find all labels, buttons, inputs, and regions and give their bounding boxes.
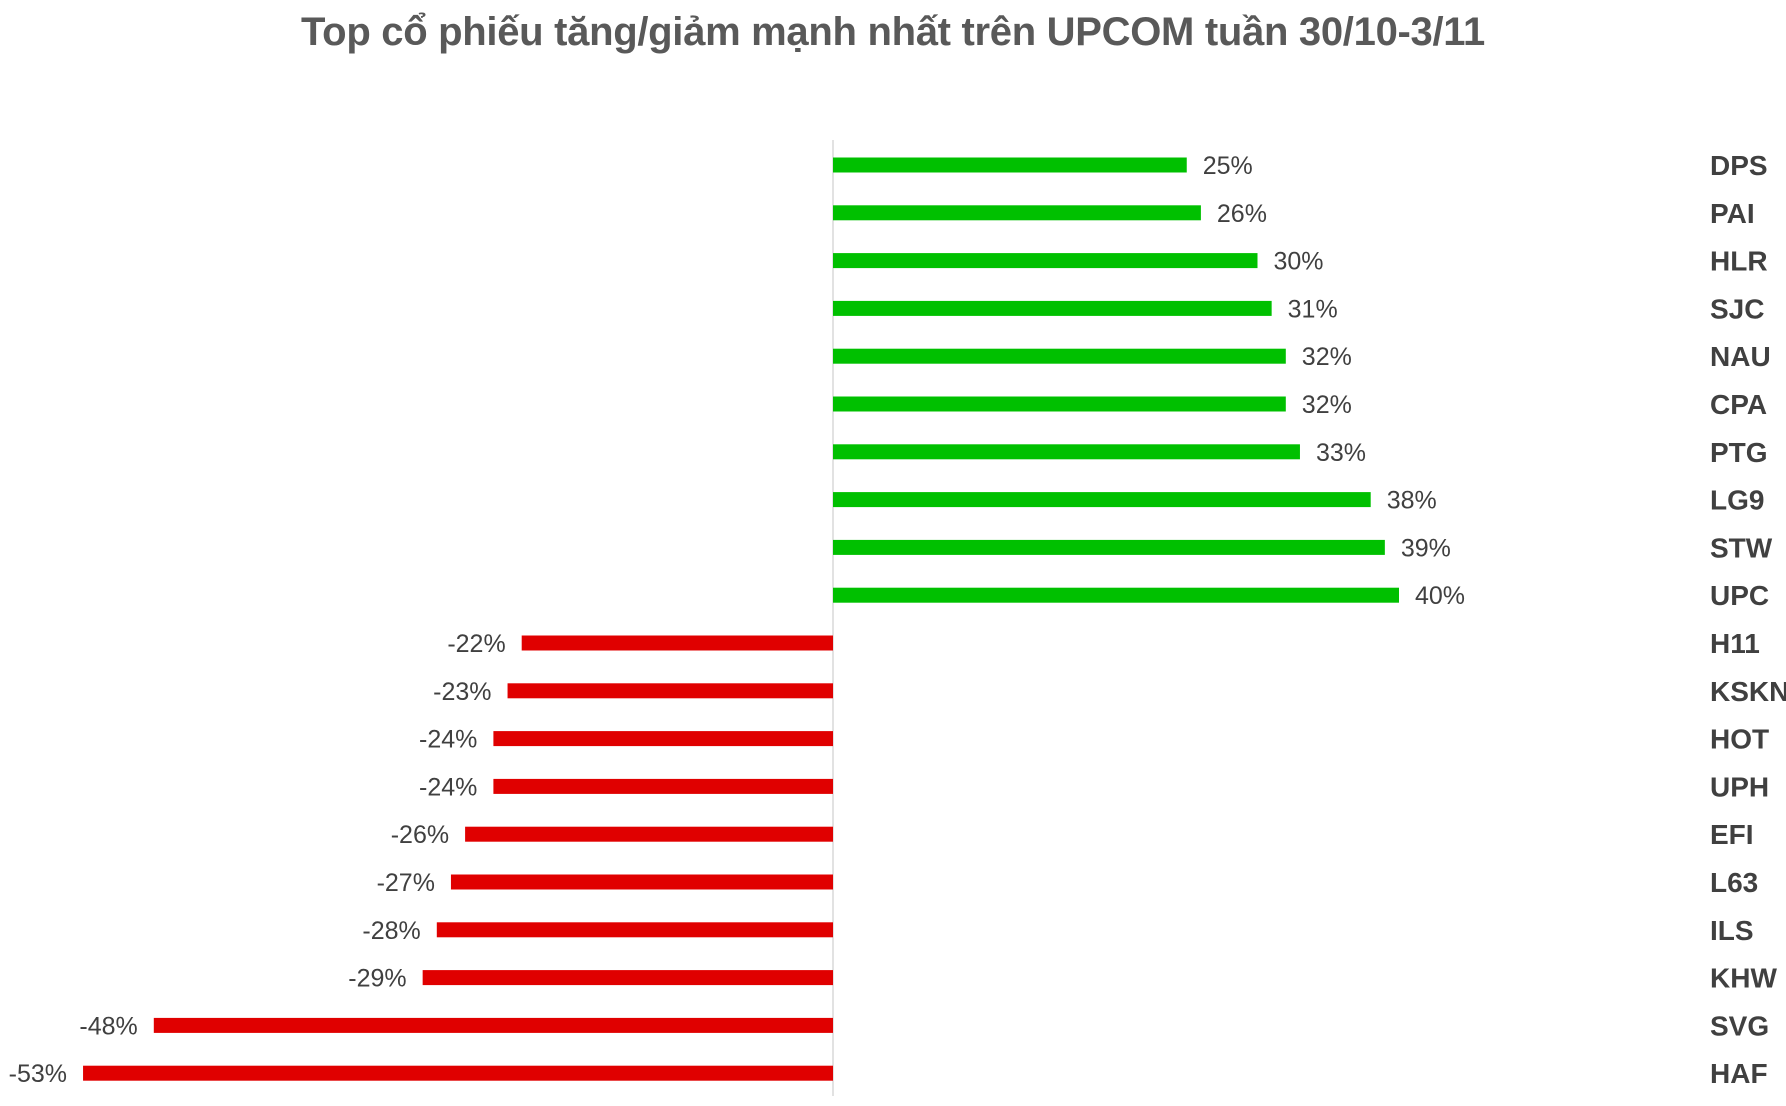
bar-nau: [833, 348, 1286, 364]
category-label-haf: HAF: [1710, 1058, 1768, 1089]
data-label-svg: -48%: [79, 1012, 137, 1040]
category-label-ptg: PTG: [1710, 437, 1768, 468]
category-label-uph: UPH: [1710, 771, 1769, 802]
bar-uph: [493, 778, 833, 794]
category-label-dps: DPS: [1710, 150, 1768, 181]
category-label-hlr: HLR: [1710, 246, 1768, 277]
bar-l63: [450, 874, 833, 890]
bar-ils: [436, 922, 833, 938]
data-label-ils: -28%: [362, 917, 420, 945]
bar-svg: [153, 1017, 834, 1033]
category-label-efi: EFI: [1710, 819, 1754, 850]
category-label-ils: ILS: [1710, 915, 1754, 946]
data-label-cpa: 32%: [1302, 391, 1352, 419]
category-label-hot: HOT: [1710, 724, 1769, 755]
bar-sjc: [833, 300, 1272, 316]
bar-upc: [833, 587, 1399, 603]
data-label-l63: -27%: [377, 869, 435, 897]
category-label-lg9: LG9: [1710, 485, 1764, 516]
category-label-h11: H11: [1710, 628, 1760, 659]
category-label-sjc: SJC: [1710, 293, 1764, 324]
bar-efi: [465, 826, 833, 842]
data-label-upc: 40%: [1415, 582, 1465, 610]
category-label-cpa: CPA: [1710, 389, 1767, 420]
data-label-nau: 32%: [1302, 343, 1352, 371]
bar-haf: [83, 1065, 834, 1081]
data-label-hot: -24%: [419, 726, 477, 754]
data-label-uph: -24%: [419, 773, 477, 801]
category-label-upc: UPC: [1710, 580, 1769, 611]
bar-kskn: [507, 683, 833, 699]
bar-hlr: [833, 253, 1258, 269]
data-label-hlr: 30%: [1274, 248, 1324, 276]
data-label-stw: 39%: [1401, 534, 1451, 562]
category-label-l63: L63: [1710, 867, 1758, 898]
bar-pai: [833, 205, 1201, 221]
data-label-ptg: 33%: [1316, 439, 1366, 467]
data-label-khw: -29%: [348, 965, 406, 993]
data-label-h11: -22%: [447, 630, 505, 658]
data-label-efi: -26%: [391, 821, 449, 849]
bar-lg9: [833, 492, 1371, 508]
category-label-nau: NAU: [1710, 341, 1771, 372]
category-label-kskn: KSKN: [1710, 676, 1786, 707]
category-label-pai: PAI: [1710, 198, 1755, 229]
category-label-svg: SVG: [1710, 1010, 1769, 1041]
bar-ptg: [833, 444, 1300, 460]
category-label-stw: STW: [1710, 532, 1773, 563]
bar-cpa: [833, 396, 1286, 412]
data-label-sjc: 31%: [1288, 295, 1338, 323]
category-label-khw: KHW: [1710, 963, 1777, 994]
bar-h11: [521, 635, 833, 651]
bar-dps: [833, 157, 1187, 173]
data-label-pai: 26%: [1217, 200, 1267, 228]
data-label-haf: -53%: [9, 1060, 67, 1088]
data-label-dps: 25%: [1203, 152, 1253, 180]
data-label-lg9: 38%: [1387, 487, 1437, 515]
bar-hot: [493, 731, 833, 747]
bar-stw: [833, 539, 1385, 555]
data-label-kskn: -23%: [433, 678, 491, 706]
chart-title: Top cổ phiếu tăng/giảm mạnh nhất trên UP…: [301, 10, 1485, 54]
bar-khw: [422, 970, 833, 986]
